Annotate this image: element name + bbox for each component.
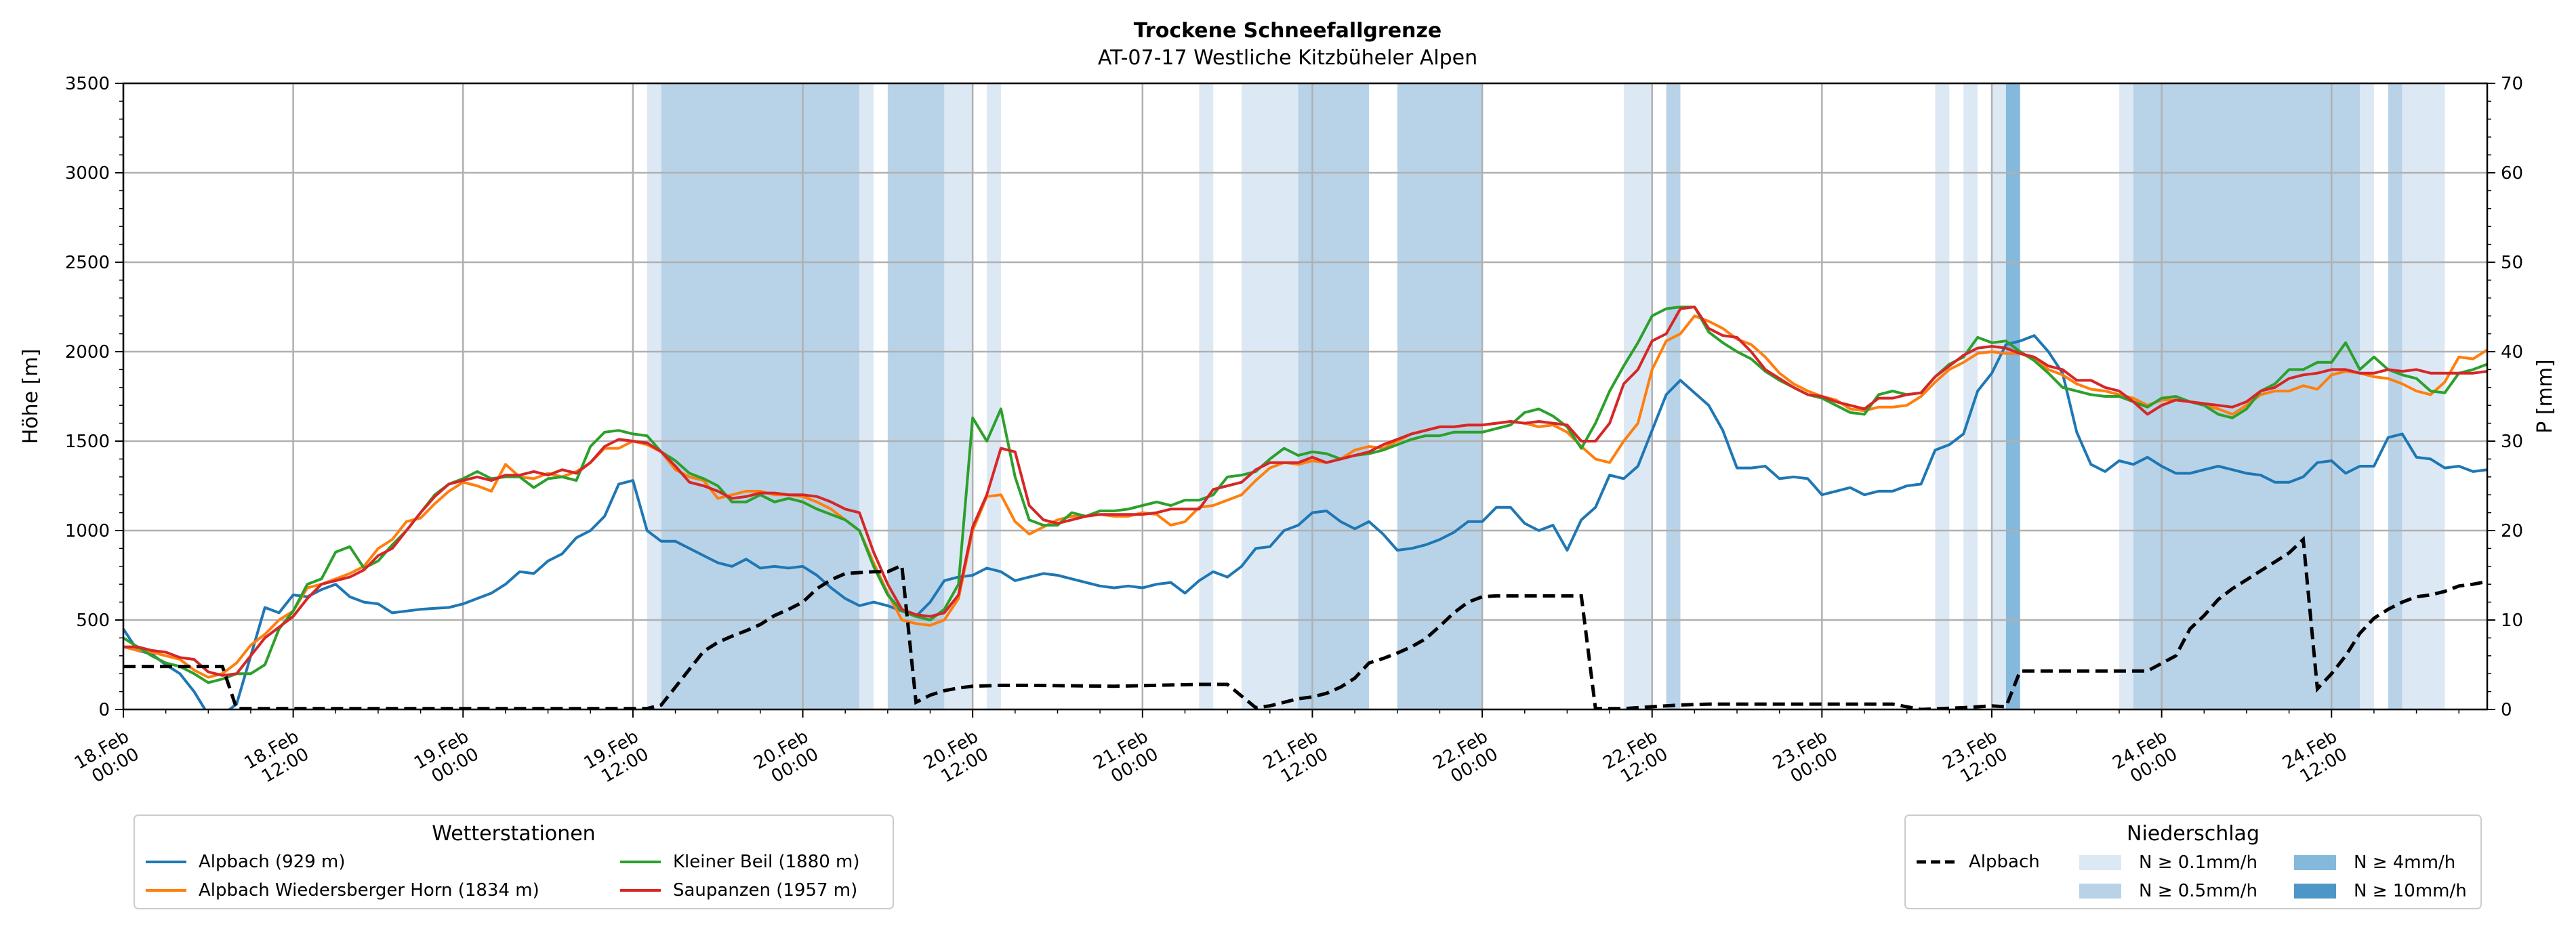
x-tick-label: 24.Feb12:00 xyxy=(2279,726,2351,791)
legend-entry-label: Kleiner Beil (1880 m) xyxy=(673,852,860,872)
x-tick-label: 19.Feb00:00 xyxy=(411,726,483,791)
x-tick-label: 22.Feb12:00 xyxy=(1600,726,1672,791)
y-axis-left-label: Höhe [m] xyxy=(19,349,43,445)
y-tick-label-right: 60 xyxy=(2501,163,2523,184)
precipitation-bands xyxy=(647,83,2445,709)
precip-band xyxy=(1298,83,1369,709)
legend-entry-label: Alpbach Wiedersberger Horn (1834 m) xyxy=(199,880,539,901)
x-tick-label: 20.Feb00:00 xyxy=(750,726,822,791)
precip-band xyxy=(1963,83,1978,709)
legend-band-label: N ≥ 10mm/h xyxy=(2354,881,2467,901)
x-tick-label: 22.Feb00:00 xyxy=(1430,726,1502,791)
legend-band-label: N ≥ 0.1mm/h xyxy=(2139,852,2257,873)
legend-band-swatch xyxy=(2079,884,2121,899)
y-tick-label-left: 3000 xyxy=(65,163,110,184)
legend-precip-box xyxy=(1904,814,2482,909)
precip-band xyxy=(859,83,874,709)
precip-band xyxy=(1935,83,1950,709)
precip-band xyxy=(2402,83,2445,709)
y-tick-label-left: 2500 xyxy=(65,253,110,273)
legend-precip: Niederschlag Alpbach N ≥ 0.1mm/h N ≥ 0.5mm… xyxy=(1904,814,2482,909)
x-tick-label: 18.Feb00:00 xyxy=(71,726,143,791)
legend-stations: Wetterstationen Alpbach (929 m) Alpbach W… xyxy=(134,814,894,909)
precip-band xyxy=(661,83,860,709)
precip-band xyxy=(1991,83,2006,709)
plot-frame xyxy=(122,82,2489,711)
y-tick-label-left: 500 xyxy=(76,611,110,631)
legend-band-label: N ≥ 0.5mm/h xyxy=(2139,881,2257,901)
y-tick-label-right: 30 xyxy=(2501,432,2523,452)
y-axis-right-label: P [mm] xyxy=(2533,359,2557,433)
y-tick-label-left: 1000 xyxy=(65,521,110,541)
y-tick-label-right: 70 xyxy=(2501,74,2523,94)
x-tick-label: 18.Feb12:00 xyxy=(241,726,312,791)
chart-title: Trockene Schneefallgrenze xyxy=(1134,19,1442,43)
legend-band-swatch xyxy=(2294,855,2336,870)
precip-band xyxy=(1666,83,1681,709)
series-line xyxy=(123,306,2487,684)
y-axis-right-ticks: 0 10 20 30 40 50 60 70 xyxy=(2487,74,2523,720)
y-tick-label-left: 2000 xyxy=(65,342,110,363)
legend-entry-label: Alpbach (929 m) xyxy=(199,852,346,872)
precip-band xyxy=(647,83,661,709)
x-tick-label: 23.Feb00:00 xyxy=(1770,726,1841,791)
y-tick-label-left: 0 xyxy=(98,700,110,720)
precip-band xyxy=(1397,83,1483,709)
y-tick-label-left: 1500 xyxy=(65,432,110,452)
y-tick-label-right: 0 xyxy=(2501,700,2512,720)
legend-entry-label: Saupanzen (1957 m) xyxy=(673,880,857,901)
precipitation-line xyxy=(123,535,2487,709)
series-lines xyxy=(123,306,2487,709)
legend-entry-label: Alpbach xyxy=(1969,852,2040,872)
series-line xyxy=(123,306,2487,677)
precip-band xyxy=(1242,83,1299,709)
y-tick-label-right: 10 xyxy=(2501,611,2523,631)
y-tick-label-right: 40 xyxy=(2501,342,2523,363)
legend-precip-title: Niederschlag xyxy=(2127,822,2260,846)
y-tick-label-right: 20 xyxy=(2501,521,2523,541)
x-axis-ticks: 18.Feb00:00 18.Feb12:00 19.Feb00:00 19.Feb1… xyxy=(71,709,2459,791)
precip-band xyxy=(987,83,1001,709)
y-tick-label-right: 50 xyxy=(2501,253,2523,273)
x-tick-label: 24.Feb00:00 xyxy=(2109,726,2181,791)
x-tick-label: 21.Feb00:00 xyxy=(1090,726,1162,791)
legend-band-label: N ≥ 4mm/h xyxy=(2354,852,2455,873)
x-tick-label: 23.Feb12:00 xyxy=(1940,726,2011,791)
chart-subtitle: AT-07-17 Westliche Kitzbüheler Alpen xyxy=(1098,46,1477,70)
precip-band xyxy=(1623,83,1652,709)
x-tick-label: 21.Feb12:00 xyxy=(1260,726,1332,791)
y-axis-left-ticks: 0 500 1000 1500 2000 2500 3000 3500 xyxy=(65,74,123,720)
precip-band xyxy=(2360,83,2374,709)
legend-stations-title: Wetterstationen xyxy=(432,822,595,846)
x-tick-label: 19.Feb12:00 xyxy=(581,726,653,791)
precip-band xyxy=(2005,83,2020,709)
legend-band-swatch xyxy=(2294,884,2336,899)
series-line xyxy=(123,334,2487,709)
y-tick-label-left: 3500 xyxy=(65,74,110,94)
legend-band-swatch xyxy=(2079,855,2121,870)
precip-series-line xyxy=(123,535,2487,709)
precip-band xyxy=(2388,83,2403,709)
precip-band xyxy=(1199,83,1214,709)
x-tick-label: 20.Feb12:00 xyxy=(920,726,992,791)
legend-stations-box xyxy=(134,814,894,909)
